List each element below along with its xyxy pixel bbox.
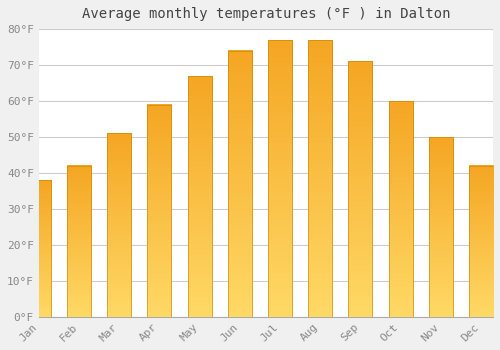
Bar [268,40,292,317]
Bar [388,101,412,317]
Title: Average monthly temperatures (°F ) in Dalton: Average monthly temperatures (°F ) in Da… [82,7,450,21]
Bar [428,137,453,317]
Bar [348,62,372,317]
Bar [26,180,51,317]
Bar [67,166,91,317]
Bar [188,76,212,317]
Bar [469,166,493,317]
Bar [107,133,132,317]
Bar [148,105,172,317]
Bar [228,51,252,317]
Bar [308,40,332,317]
